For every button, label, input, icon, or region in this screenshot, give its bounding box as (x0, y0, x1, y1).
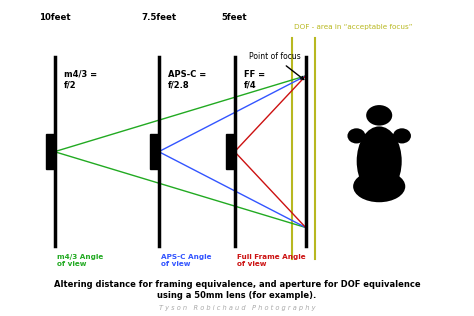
Text: APS-C Angle
of view: APS-C Angle of view (161, 254, 212, 267)
Text: DOF - area in “acceptable focus”: DOF - area in “acceptable focus” (294, 24, 412, 30)
Text: m4/3 Angle
of view: m4/3 Angle of view (57, 254, 103, 267)
Ellipse shape (357, 126, 402, 196)
Bar (150, 134, 159, 169)
Text: FF =
f/4: FF = f/4 (244, 70, 265, 90)
Text: Altering distance for framing equivalence, and aperture for DOF equivalence
usin: Altering distance for framing equivalenc… (54, 280, 420, 301)
Text: 7.5feet: 7.5feet (141, 13, 176, 22)
Text: 5feet: 5feet (222, 13, 247, 22)
Text: 10feet: 10feet (39, 13, 70, 22)
Bar (46, 134, 55, 169)
Text: Point of focus: Point of focus (249, 52, 304, 80)
Text: Full Frame Angle
of view: Full Frame Angle of view (237, 254, 306, 267)
Text: m4/3 =
f/2: m4/3 = f/2 (64, 70, 97, 90)
Ellipse shape (347, 128, 365, 143)
Text: APS-C =
f/2.8: APS-C = f/2.8 (168, 70, 207, 90)
Bar (226, 134, 235, 169)
Text: T y s o n   R o b i c h a u d   P h o t o g r a p h y: T y s o n R o b i c h a u d P h o t o g … (159, 305, 315, 311)
Ellipse shape (366, 105, 392, 126)
Ellipse shape (393, 128, 411, 143)
Ellipse shape (353, 171, 405, 202)
